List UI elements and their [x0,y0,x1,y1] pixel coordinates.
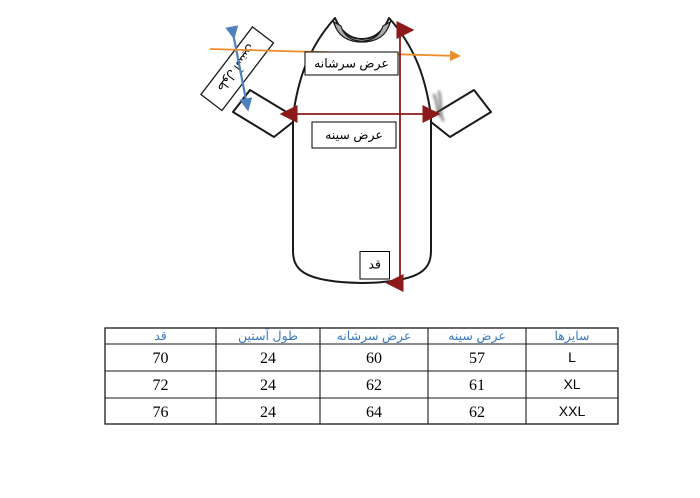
svg-text:62: 62 [469,404,485,421]
svg-text:60: 60 [366,350,382,367]
svg-text:طول آستین: طول آستین [238,327,298,344]
svg-text:XL: XL [563,376,580,392]
svg-text:عرض سرشانه: عرض سرشانه [314,57,389,72]
svg-text:قد: قد [368,258,381,272]
svg-text:عرض سینه: عرض سینه [448,329,506,344]
svg-text:70: 70 [153,350,169,367]
svg-text:61: 61 [469,377,485,394]
svg-text:عرض سینه: عرض سینه [325,128,383,143]
svg-text:76: 76 [153,404,169,421]
svg-text:62: 62 [366,377,382,394]
svg-text:سایزها: سایزها [554,329,589,344]
svg-text:عرض سرشانه: عرض سرشانه [337,329,412,344]
svg-text:XXL: XXL [559,403,586,419]
svg-text:24: 24 [260,404,276,421]
svg-text:24: 24 [260,377,276,394]
svg-text:L: L [568,349,576,365]
svg-text:64: 64 [366,404,382,421]
svg-text:24: 24 [260,350,276,367]
svg-text:57: 57 [469,350,485,367]
svg-text:72: 72 [153,377,169,394]
svg-text:قد: قد [154,329,167,343]
